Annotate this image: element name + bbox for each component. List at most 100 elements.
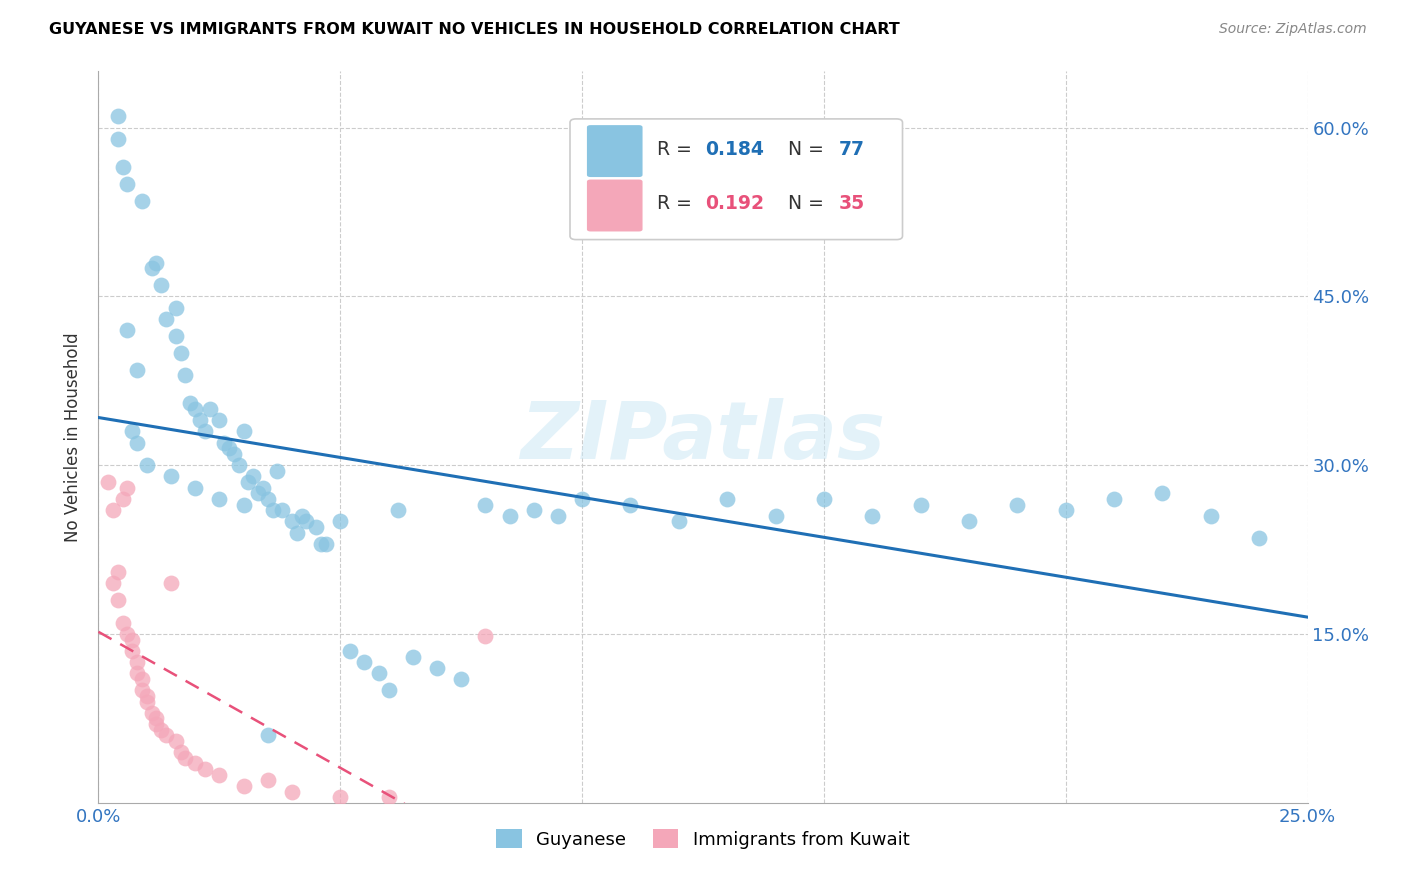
Point: [127, 435, 149, 450]
Text: 35: 35: [838, 194, 865, 213]
Legend: Guyanese, Immigrants from Kuwait: Guyanese, Immigrants from Kuwait: [489, 822, 917, 856]
Point: [271, 503, 294, 517]
Point: [145, 711, 167, 725]
Point: [194, 425, 217, 439]
Point: [450, 672, 472, 686]
Point: [169, 345, 191, 359]
Point: [135, 458, 157, 473]
Point: [111, 160, 134, 174]
Text: 0.184: 0.184: [706, 140, 765, 159]
Point: [141, 261, 163, 276]
Point: [160, 576, 183, 591]
Point: [1249, 532, 1271, 546]
Point: [474, 498, 496, 512]
Point: [127, 362, 149, 376]
Point: [131, 683, 153, 698]
Point: [107, 593, 129, 607]
Text: ZIPatlas: ZIPatlas: [520, 398, 886, 476]
Point: [111, 491, 134, 506]
Point: [1054, 503, 1077, 517]
Point: [247, 486, 270, 500]
Point: [121, 644, 143, 658]
Point: [285, 525, 308, 540]
Point: [169, 745, 191, 759]
Text: Source: ZipAtlas.com: Source: ZipAtlas.com: [1219, 22, 1367, 37]
Point: [145, 717, 167, 731]
Point: [238, 475, 260, 489]
FancyBboxPatch shape: [586, 125, 643, 177]
Point: [174, 368, 197, 383]
Point: [121, 425, 143, 439]
Point: [281, 784, 304, 798]
Point: [117, 177, 139, 191]
Point: [256, 773, 278, 788]
Point: [111, 615, 134, 630]
Point: [1152, 486, 1174, 500]
Point: [135, 689, 157, 703]
Point: [212, 435, 235, 450]
Point: [165, 328, 187, 343]
Point: [353, 655, 375, 669]
Text: 0.192: 0.192: [706, 194, 765, 213]
Point: [305, 520, 328, 534]
Point: [242, 469, 264, 483]
Point: [127, 655, 149, 669]
Point: [117, 627, 139, 641]
Text: N =: N =: [787, 194, 830, 213]
Point: [377, 790, 399, 805]
Text: N =: N =: [787, 140, 830, 159]
Point: [179, 396, 201, 410]
Point: [957, 515, 980, 529]
Point: [101, 576, 124, 591]
Point: [523, 503, 546, 517]
Point: [107, 565, 129, 579]
Point: [232, 779, 254, 793]
Point: [329, 515, 352, 529]
Point: [222, 447, 245, 461]
Point: [860, 508, 883, 523]
Point: [184, 756, 207, 771]
Point: [256, 728, 278, 742]
Point: [266, 464, 288, 478]
Point: [141, 706, 163, 720]
Point: [256, 491, 278, 506]
Point: [910, 498, 932, 512]
Point: [160, 469, 183, 483]
Point: [194, 762, 217, 776]
Text: 77: 77: [838, 140, 865, 159]
Point: [155, 312, 177, 326]
Point: [339, 644, 361, 658]
Point: [668, 515, 690, 529]
FancyBboxPatch shape: [569, 119, 903, 240]
Point: [377, 683, 399, 698]
Point: [218, 442, 240, 456]
Point: [329, 790, 352, 805]
Point: [101, 503, 124, 517]
Point: [150, 278, 173, 293]
Point: [1007, 498, 1029, 512]
Point: [295, 515, 318, 529]
Point: [619, 498, 641, 512]
Point: [198, 401, 221, 416]
Point: [1199, 508, 1222, 523]
Point: [716, 491, 738, 506]
Point: [174, 751, 197, 765]
Point: [232, 498, 254, 512]
Point: [107, 132, 129, 146]
Point: [155, 728, 177, 742]
Point: [228, 458, 250, 473]
Point: [315, 537, 337, 551]
Point: [131, 672, 153, 686]
Point: [131, 194, 153, 208]
Point: [127, 666, 149, 681]
Point: [547, 508, 569, 523]
Point: [813, 491, 835, 506]
Point: [165, 301, 187, 315]
Point: [290, 508, 312, 523]
Point: [184, 401, 207, 416]
Point: [117, 481, 139, 495]
Point: [426, 661, 449, 675]
Text: R =: R =: [657, 140, 697, 159]
Point: [208, 491, 231, 506]
Point: [252, 481, 274, 495]
